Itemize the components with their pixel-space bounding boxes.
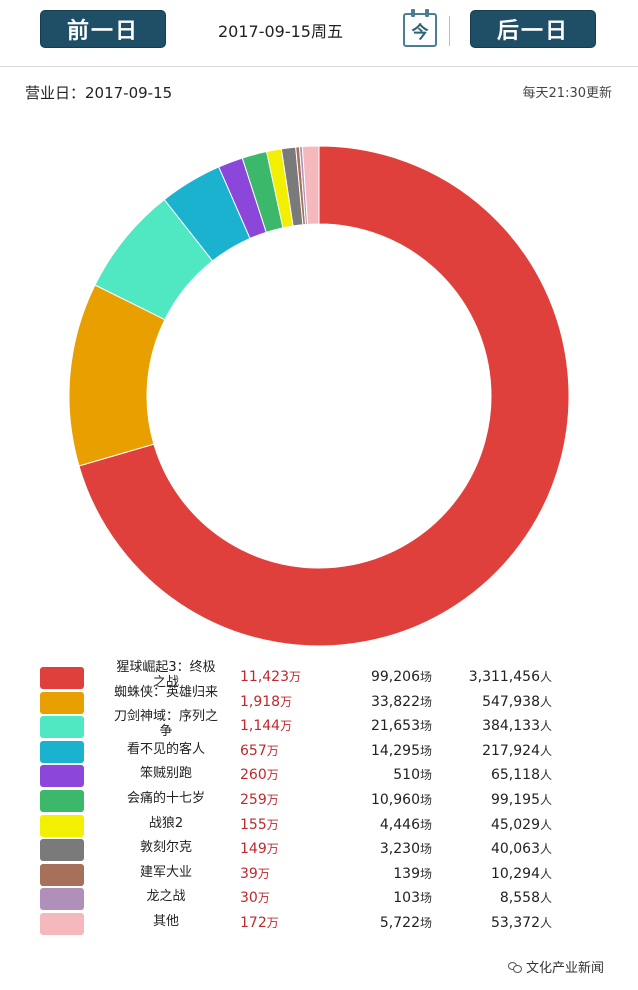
audience-count: 3,311,456人 [468, 669, 552, 685]
legend-swatch [40, 691, 84, 714]
legend-row[interactable]: 蜘蛛侠：英雄归来 1,918万 33,822场 547,938人 [0, 685, 638, 716]
legend-row[interactable]: 猩球崛起3：终极之战 11,423万 99,206场 3,311,456人 [0, 660, 638, 691]
box-office: 11,423万 [240, 669, 302, 685]
today-button[interactable]: 今 [403, 9, 437, 47]
box-office: 259万 [240, 792, 279, 808]
show-count: 14,295场 [370, 742, 432, 759]
show-count: 3,230场 [379, 841, 432, 858]
calendar-ring-icon [425, 9, 429, 17]
update-note: 每天21:30更新 [522, 86, 612, 101]
movie-name: 战狼2 [148, 815, 184, 831]
box-office: 260万 [240, 767, 279, 784]
show-count: 5,722场 [379, 915, 432, 931]
legend-row[interactable]: 看不见的客人 657万 14,295场 217,924人 [0, 738, 638, 765]
legend-row[interactable]: 笨贼别跑 260万 510场 65,118人 [0, 762, 638, 789]
business-date: 营业日：2017-09-15 [25, 84, 173, 102]
box-office: 30万 [240, 890, 270, 907]
next-day-button[interactable]: 后一日 [470, 10, 596, 48]
movie-name: 其他 [152, 914, 179, 929]
movie-name: 会痛的十七岁 [126, 791, 205, 806]
movie-name: 建军大业 [139, 864, 192, 880]
audience-count: 8,558人 [499, 890, 552, 907]
movie-name: 看不见的客人 [126, 741, 205, 757]
legend-row[interactable]: 刀剑神域：序列之争 1,144万 21,653场 384,133人 [0, 709, 638, 740]
legend-row[interactable]: 龙之战 30万 103场 8,558人 [0, 885, 638, 912]
legend-swatch [40, 667, 84, 689]
legend-swatch [40, 765, 84, 788]
watermark-text: 文化产业新闻 [526, 961, 605, 976]
legend-swatch [40, 913, 84, 935]
legend-swatch [40, 839, 84, 862]
current-date: 2017-09-15周五 [218, 22, 343, 41]
donut-slice[interactable] [78, 145, 570, 647]
today-label: 今 [411, 22, 429, 43]
movie-name: 敦刻尔克 [139, 840, 192, 856]
show-count: 33,822场 [370, 693, 432, 710]
legend-swatch [40, 814, 84, 837]
box-office: 149万 [240, 841, 279, 858]
show-count: 510场 [393, 767, 432, 784]
box-office-donut-chart [68, 145, 570, 647]
calendar-ring-icon [411, 9, 415, 17]
show-count: 10,960场 [370, 792, 432, 808]
box-office: 657万 [240, 742, 279, 759]
movie-name: 笨贼别跑 [139, 766, 192, 782]
watermark: 文化产业新闻 [508, 957, 604, 976]
movie-name: 龙之战 [146, 889, 186, 905]
audience-count: 10,294人 [490, 865, 552, 882]
show-count: 99,206场 [370, 669, 432, 685]
wechat-icon [508, 961, 522, 973]
show-count: 4,446场 [379, 816, 432, 833]
box-office: 39万 [240, 865, 270, 882]
audience-count: 53,372人 [490, 915, 552, 931]
audience-count: 99,195人 [490, 792, 552, 808]
legend-swatch [40, 716, 84, 739]
legend-swatch [40, 790, 84, 812]
box-office: 172万 [240, 915, 279, 931]
top-bar: 前一日 2017-09-15周五 今 后一日 [0, 0, 638, 67]
audience-count: 40,063人 [490, 841, 552, 858]
legend-row[interactable]: 敦刻尔克 149万 3,230场 40,063人 [0, 836, 638, 863]
audience-count: 547,938人 [482, 693, 552, 710]
legend-row[interactable]: 其他 172万 5,722场 53,372人 [0, 910, 638, 937]
box-office: 1,144万 [240, 718, 293, 735]
divider [449, 16, 450, 46]
show-count: 21,653场 [370, 718, 432, 735]
box-office: 1,918万 [240, 693, 293, 710]
legend-row[interactable]: 会痛的十七岁 259万 10,960场 99,195人 [0, 787, 638, 814]
legend-swatch [40, 888, 84, 911]
audience-count: 45,029人 [490, 816, 552, 833]
show-count: 103场 [393, 890, 432, 907]
show-count: 139场 [393, 865, 432, 882]
legend-swatch [40, 863, 84, 886]
legend-swatch [40, 740, 84, 763]
legend-row[interactable]: 建军大业 39万 139场 10,294人 [0, 861, 638, 888]
prev-day-button[interactable]: 前一日 [40, 10, 166, 48]
movie-name: 蜘蛛侠：英雄归来 [113, 684, 218, 700]
audience-count: 217,924人 [482, 742, 552, 759]
movie-name: 刀剑神域：序列之争 [113, 709, 218, 740]
audience-count: 384,133人 [482, 718, 552, 735]
movie-name: 猩球崛起3：终极之战 [116, 660, 216, 690]
audience-count: 65,118人 [490, 767, 552, 784]
box-office: 155万 [240, 816, 279, 833]
legend-row[interactable]: 战狼2 155万 4,446场 45,029人 [0, 812, 638, 839]
donut-slice[interactable] [301, 145, 320, 225]
